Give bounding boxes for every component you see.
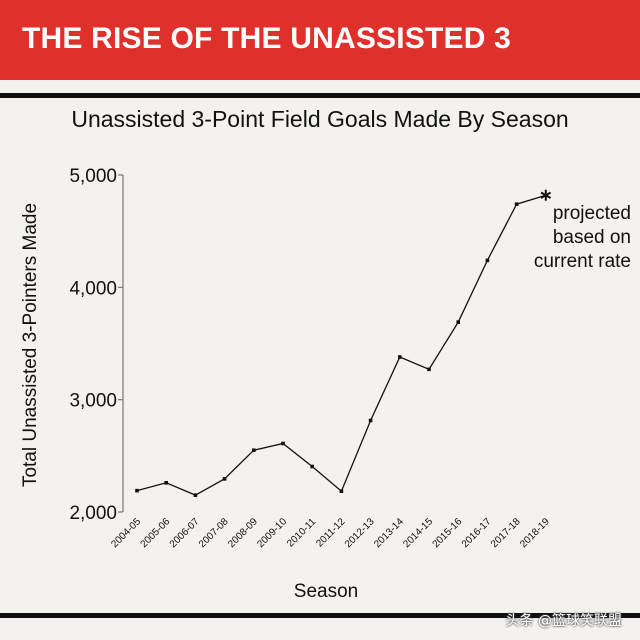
- x-tick-label: 2015-16: [431, 516, 465, 550]
- data-point: [193, 493, 198, 497]
- projection-annotation: based on: [553, 227, 631, 248]
- top-divider: [0, 93, 640, 98]
- data-point: [485, 258, 490, 263]
- data-point: [368, 418, 373, 423]
- chart-axes: [118, 174, 124, 513]
- data-point: [398, 355, 402, 359]
- y-tick-label: 4,000: [69, 278, 117, 299]
- data-point: [135, 488, 139, 493]
- title-banner: THE RISE OF THE UNASSISTED 3: [0, 0, 640, 80]
- chart-title: Unassisted 3-Point Field Goals Made By S…: [71, 106, 569, 132]
- x-tick-label: 2006-07: [168, 516, 202, 550]
- x-tick-label: 2018-19: [518, 516, 552, 550]
- y-tick-label: 3,000: [69, 391, 117, 412]
- projection-annotation: projected: [553, 203, 631, 224]
- x-tick-label: 2009-10: [255, 516, 289, 550]
- x-tick-label: 2007-08: [197, 516, 231, 550]
- chart-labels: 2,000 3,000 4,000 5,000 Total Unassisted 3-P…: [20, 166, 631, 602]
- data-point: [339, 489, 344, 494]
- x-tick-label: 2014-15: [401, 516, 435, 550]
- x-tick-label: 2017-18: [489, 516, 523, 550]
- data-point: [222, 477, 227, 481]
- x-axis-title: Season: [294, 581, 358, 602]
- data-point: [514, 202, 519, 207]
- x-tick-label: 2012-13: [343, 516, 377, 550]
- x-tick-label: 2011-12: [314, 516, 348, 550]
- data-point: [164, 480, 168, 485]
- y-tick-label: 2,000: [69, 503, 117, 524]
- data-point: [427, 367, 431, 372]
- x-tick-label: 2005-06: [139, 516, 173, 550]
- data-point: [456, 320, 460, 324]
- projection-annotation: current rate: [534, 251, 631, 272]
- y-axis-title: Total Unassisted 3-Pointers Made: [20, 203, 41, 487]
- banner-title: THE RISE OF THE UNASSISTED 3: [22, 22, 511, 55]
- x-tick-label: 2010-11: [285, 516, 319, 550]
- y-tick-label: 5,000: [69, 166, 117, 187]
- projected-point-asterisk: [540, 189, 552, 201]
- bottom-divider: [0, 613, 640, 618]
- series-line: [136, 194, 546, 496]
- watermark-text: 头条 @篮球笑联盟: [505, 613, 622, 629]
- x-tick-label: 2008-09: [226, 516, 260, 550]
- x-tick-label: 2013-14: [372, 516, 406, 550]
- chart-marks: [135, 189, 552, 497]
- data-point: [310, 464, 314, 469]
- data-point: [281, 441, 285, 446]
- data-point: [252, 448, 256, 453]
- x-tick-label: 2016-17: [460, 516, 494, 550]
